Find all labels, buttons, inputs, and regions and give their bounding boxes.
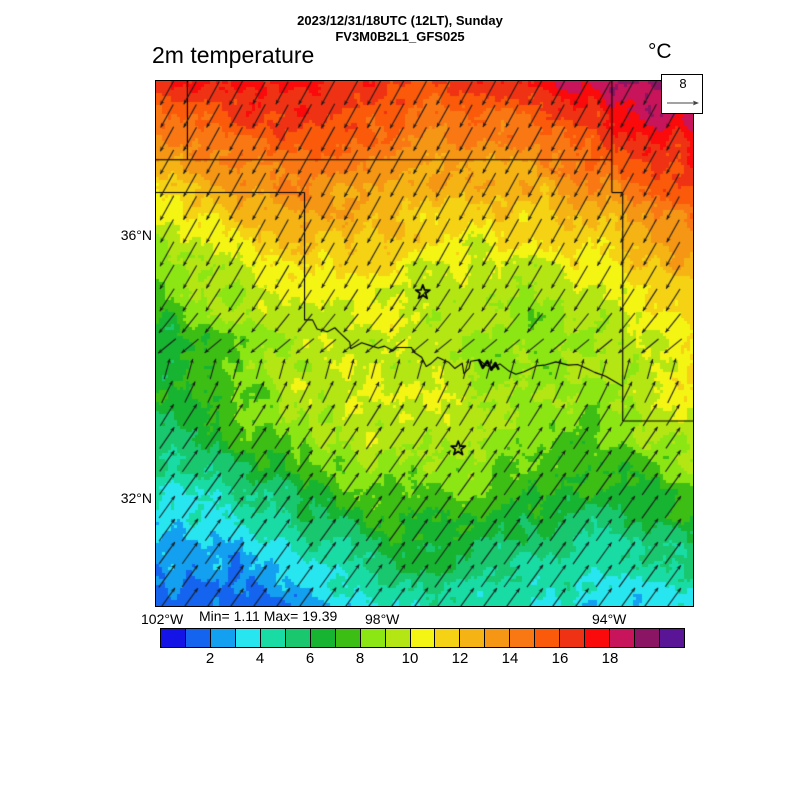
colorbar-segment (285, 629, 311, 647)
colorbar-segment (510, 629, 536, 647)
colorbar-segment (535, 629, 561, 647)
colorbar-tick-label: 8 (355, 650, 365, 667)
colorbar-segment (660, 629, 685, 647)
arrow-right-icon (667, 100, 699, 106)
temperature-field-canvas (156, 81, 693, 606)
colorbar-segment (210, 629, 236, 647)
axis-label-lat-36: 36°N (120, 227, 152, 243)
colorbar-tick-label: 10 (401, 650, 419, 667)
colorbar-segment (161, 629, 186, 647)
title-model-id: FV3M0B2L1_GFS025 (335, 29, 465, 44)
title-datetime: 2023/12/31/18UTC (12LT), Sunday (297, 13, 503, 28)
wind-vector-legend: 8 (661, 74, 703, 114)
colorbar-tick-label: 12 (451, 650, 469, 667)
colorbar-tick-label: 14 (501, 650, 519, 667)
colorbar-segment (360, 629, 386, 647)
axis-label-lon-94: 94°W (592, 611, 627, 627)
wind-vector-legend-value: 8 (679, 76, 687, 91)
axis-label-lat-32: 32°N (120, 490, 152, 506)
colorbar-segment (560, 629, 586, 647)
axis-label-lon-102: 102°W (141, 611, 184, 627)
axis-label-lon-98: 98°W (365, 611, 400, 627)
colorbar-tick-label: 16 (551, 650, 569, 667)
colorbar-segment (235, 629, 261, 647)
colorbar-tick-label: 6 (305, 650, 315, 667)
colorbar-segment (610, 629, 636, 647)
colorbar-segment (185, 629, 211, 647)
colorbar-segment (335, 629, 361, 647)
colorbar-segment (310, 629, 336, 647)
colorbar-gradient (160, 628, 685, 648)
colorbar-segment (410, 629, 436, 647)
colorbar-tick-label: 4 (255, 650, 265, 667)
colorbar-segment (635, 629, 661, 647)
colorbar-segment (385, 629, 411, 647)
colorbar-segment (435, 629, 461, 647)
colorbar[interactable]: 2 4 6 8 10 12 14 16 18 (160, 628, 685, 667)
unit-label: °C (648, 40, 672, 63)
min-max-stats: Min= 1.11 Max= 19.39 (199, 608, 338, 624)
colorbar-segment (485, 629, 511, 647)
colorbar-segment (460, 629, 486, 647)
page-title: 2m temperature (152, 42, 315, 68)
colorbar-tick-label: 2 (205, 650, 215, 667)
map-plot-area[interactable] (155, 80, 694, 607)
colorbar-tick-label: 18 (601, 650, 619, 667)
colorbar-segment (260, 629, 286, 647)
colorbar-segment (585, 629, 611, 647)
